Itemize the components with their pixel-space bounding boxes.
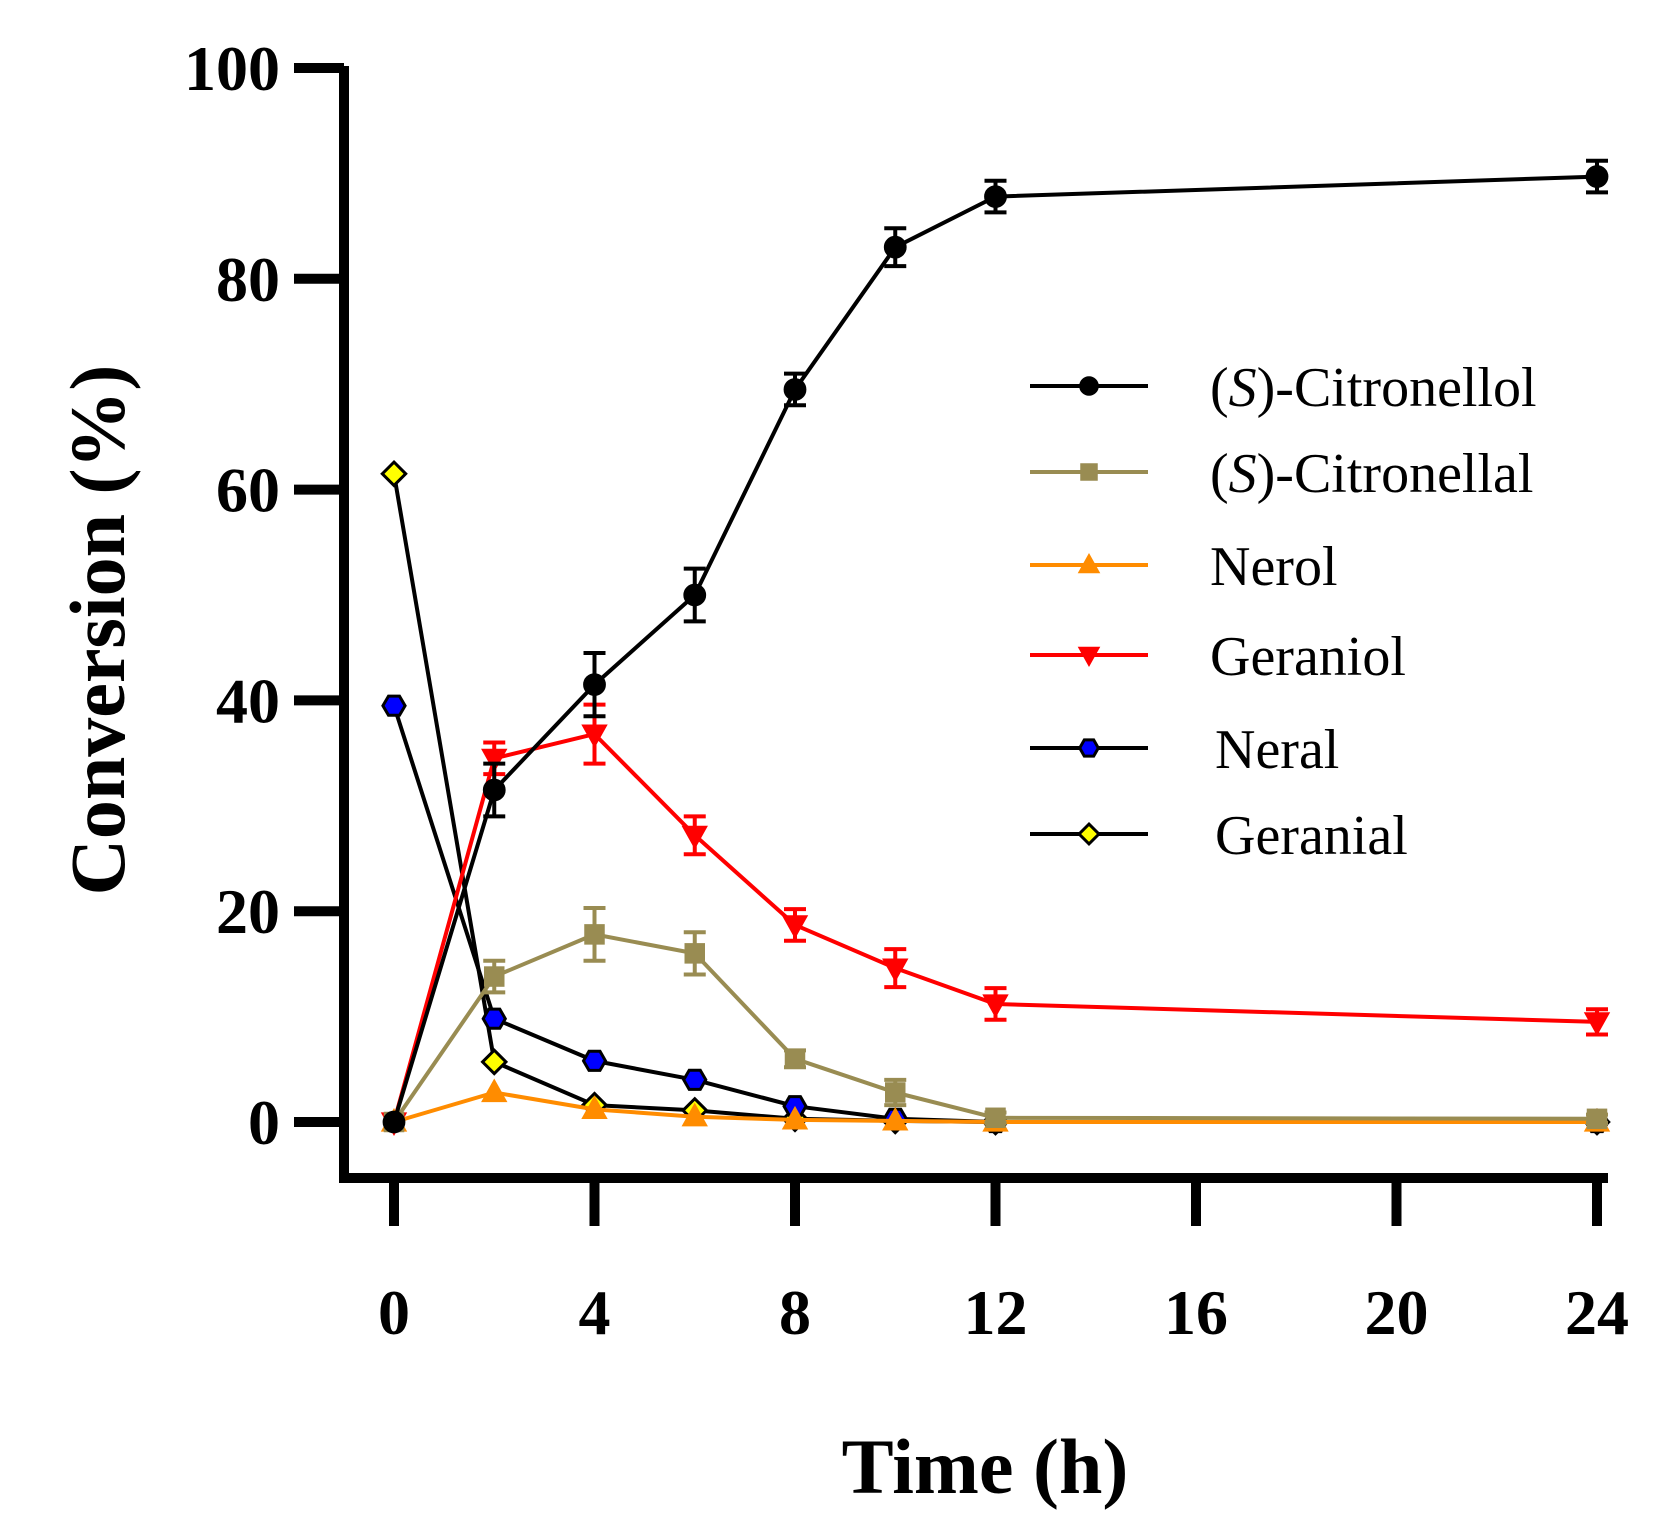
data-point-geraniol bbox=[681, 825, 708, 850]
legend-marker bbox=[1076, 821, 1102, 847]
series-neral bbox=[381, 694, 1610, 1134]
axes-layer bbox=[339, 66, 1608, 1183]
ticks-layer: 0 20 40 60 80 100 0 4 8 12 16 20 24 bbox=[184, 33, 1629, 1348]
y-tick-label: 60 bbox=[216, 455, 280, 526]
legend-marker bbox=[1080, 463, 1098, 481]
series-geraniol bbox=[380, 702, 1611, 1137]
data-point-nerol bbox=[581, 1095, 608, 1119]
y-tick-label: 100 bbox=[184, 33, 280, 104]
y-tick-label: 40 bbox=[216, 665, 280, 736]
legend-item-geraniol: Geraniol bbox=[1030, 626, 1406, 688]
legend-label: Nerol bbox=[1210, 536, 1338, 598]
data-point-s-citronellol bbox=[482, 778, 506, 802]
data-point-s-citronellol bbox=[883, 235, 907, 259]
y-tick-label: 80 bbox=[216, 244, 280, 315]
series-line-nerol bbox=[393, 1090, 1597, 1124]
data-point-s-citronellal bbox=[985, 1107, 1006, 1129]
data-point-nerol bbox=[681, 1102, 708, 1127]
data-point-nerol bbox=[781, 1105, 809, 1130]
data-point-s-citronellol bbox=[1585, 165, 1609, 188]
data-point-geraniol bbox=[882, 958, 909, 983]
legend-label: Geranial bbox=[1215, 805, 1408, 867]
legend-item-geranial: Geranial bbox=[1030, 805, 1408, 867]
data-point-s-citronellol bbox=[783, 378, 807, 401]
x-tick-label: 16 bbox=[1164, 1277, 1228, 1348]
series-geranial bbox=[380, 459, 1611, 1136]
series-line-geraniol bbox=[392, 732, 1598, 1123]
legend-item-s-citronellol: (S)-Citronellol bbox=[1030, 357, 1537, 419]
legend-marker bbox=[1077, 738, 1101, 758]
y-tick-label: 20 bbox=[216, 876, 280, 947]
data-point-neral bbox=[381, 694, 407, 717]
legend-item-neral: Neral bbox=[1030, 719, 1339, 781]
legend-item-nerol: Nerol bbox=[1030, 536, 1338, 598]
x-tick-label: 4 bbox=[579, 1277, 611, 1348]
legend-marker bbox=[1077, 646, 1101, 668]
series-s-citronellol bbox=[382, 158, 1609, 1134]
data-point-s-citronellol bbox=[382, 1110, 406, 1134]
legend-label: Neral bbox=[1215, 719, 1339, 781]
data-point-s-citronellal bbox=[584, 924, 605, 945]
y-tick-label: 0 bbox=[248, 1087, 280, 1158]
data-point-s-citronellal bbox=[885, 1082, 906, 1103]
data-point-geraniol bbox=[581, 724, 608, 749]
data-point-s-citronellol bbox=[683, 583, 707, 607]
legend-label: (S)-Citronellal bbox=[1210, 443, 1533, 505]
series-s-citronellal bbox=[383, 906, 1608, 1133]
series-layer bbox=[380, 158, 1611, 1137]
data-point-neral bbox=[481, 1007, 508, 1030]
data-point-geraniol bbox=[1583, 1012, 1611, 1036]
legend: (S)-Citronellol (S)-Citronellal Nerol Geran… bbox=[1030, 357, 1537, 867]
data-point-geraniol bbox=[982, 994, 1009, 1018]
x-tick-label: 8 bbox=[779, 1277, 811, 1348]
legend-marker bbox=[1077, 552, 1101, 574]
data-point-s-citronellal bbox=[484, 966, 505, 987]
data-point-geranial bbox=[380, 459, 408, 488]
data-point-neral bbox=[581, 1049, 608, 1072]
legend-marker bbox=[1079, 376, 1099, 396]
legend-label: (S)-Citronellol bbox=[1210, 357, 1537, 419]
data-point-s-citronellol bbox=[984, 185, 1007, 208]
data-point-geranial bbox=[480, 1048, 509, 1076]
legend-label: Geraniol bbox=[1210, 626, 1406, 688]
data-point-nerol bbox=[882, 1106, 909, 1131]
data-point-s-citronellal bbox=[684, 943, 705, 964]
data-point-s-citronellal bbox=[1586, 1108, 1608, 1130]
x-tick-label: 20 bbox=[1365, 1277, 1429, 1348]
y-axis-title: Conversion (%) bbox=[54, 365, 141, 896]
x-tick-label: 0 bbox=[378, 1277, 410, 1348]
data-point-geraniol bbox=[481, 748, 508, 773]
data-point-s-citronellal bbox=[784, 1048, 806, 1070]
x-tick-label: 12 bbox=[964, 1277, 1028, 1348]
x-axis-title: Time (h) bbox=[842, 1423, 1129, 1510]
series-line-s-citronellal bbox=[392, 932, 1598, 1124]
series-line-geranial bbox=[392, 473, 1597, 1124]
data-point-neral bbox=[681, 1068, 708, 1091]
legend-item-s-citronellal: (S)-Citronellal bbox=[1030, 443, 1533, 505]
data-point-geraniol bbox=[781, 915, 809, 939]
data-point-s-citronellol bbox=[583, 673, 606, 696]
data-point-nerol bbox=[481, 1078, 508, 1103]
series-line-s-citronellol bbox=[392, 174, 1598, 1123]
x-tick-label: 24 bbox=[1565, 1277, 1629, 1348]
series-line-neral bbox=[392, 705, 1597, 1124]
